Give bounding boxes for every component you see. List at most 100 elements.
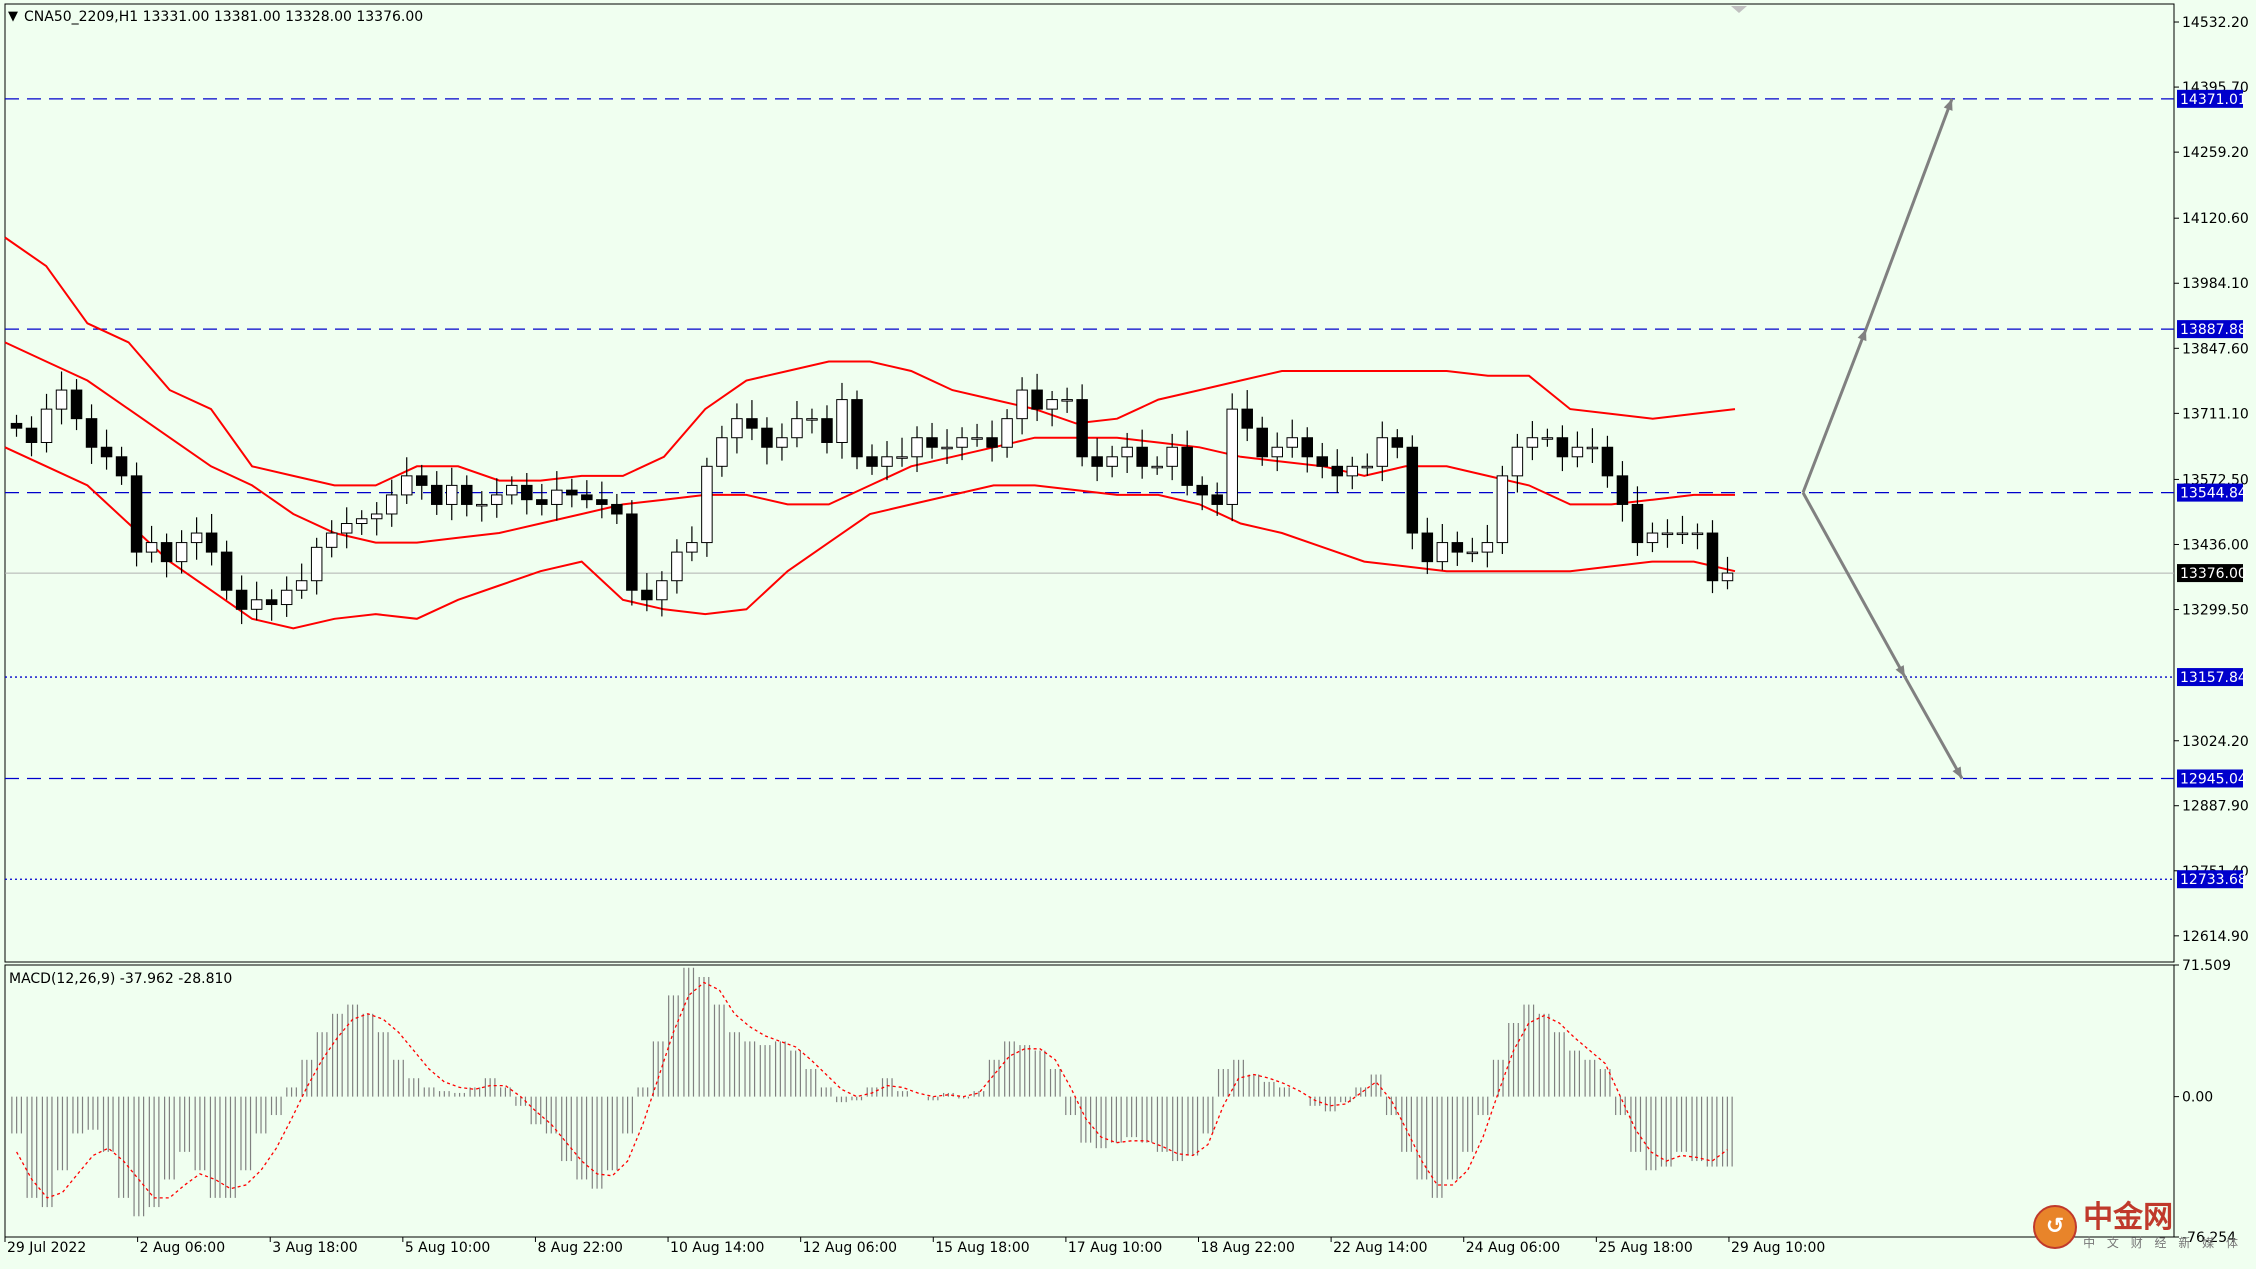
arrow-down-1 <box>1801 491 1907 678</box>
candle-body <box>1466 551 1479 555</box>
candles <box>10 371 1734 625</box>
price-tick-label: 13024.20 <box>2182 734 2249 750</box>
price-tick-label: 13847.60 <box>2182 341 2249 357</box>
time-tick-label: 2 Aug 06:00 <box>140 1240 226 1256</box>
candle-body <box>641 589 653 601</box>
candle-body <box>1526 437 1539 448</box>
candle-body <box>355 518 368 525</box>
candle-body <box>190 532 203 544</box>
candle-body <box>821 418 833 443</box>
macd-header: MACD(12,26,9) -37.962 -28.810 <box>9 971 232 987</box>
candle-body <box>130 475 143 553</box>
candle-body <box>115 456 128 477</box>
candle-body <box>866 456 878 467</box>
candle-body <box>806 418 818 421</box>
bollinger-middle <box>4 341 1735 544</box>
price-tick-label: 13984.10 <box>2182 276 2249 292</box>
price-tick-label: 14532.20 <box>2182 15 2249 31</box>
candle-body <box>235 589 248 610</box>
candle-body <box>280 589 293 606</box>
candle-body <box>1361 465 1374 469</box>
candle-body <box>566 489 578 496</box>
candle-body <box>310 546 323 582</box>
level-label-box <box>2177 483 2243 502</box>
price-tick-label: 12887.90 <box>2182 799 2249 815</box>
macd-panel[interactable] <box>4 964 2175 1238</box>
candle-body <box>1241 408 1253 429</box>
candle-body <box>521 484 533 501</box>
time-tick-label: 24 Aug 06:00 <box>1466 1240 1560 1256</box>
level-label-box <box>2177 320 2243 339</box>
candle-body <box>476 503 488 507</box>
arrow-up-2 <box>1864 98 1954 330</box>
candle-body <box>175 542 188 563</box>
candle-body <box>1151 465 1163 469</box>
macd-tick-label: -76.254 <box>2182 1230 2236 1246</box>
candle-body <box>1046 399 1058 410</box>
candle-body <box>430 484 443 505</box>
candle-body <box>1691 532 1704 536</box>
time-tick-label: 8 Aug 22:00 <box>537 1240 623 1256</box>
time-tick-label: 18 Aug 22:00 <box>1201 1240 1295 1256</box>
candle-body <box>1106 456 1118 467</box>
candle-body <box>160 542 173 563</box>
candle-body <box>701 465 713 544</box>
candle-body <box>941 446 953 450</box>
candle-body <box>1676 532 1689 536</box>
candle-body <box>1121 446 1133 458</box>
chart-dropdown-icon[interactable]: ▼ <box>8 9 18 24</box>
price-tick-label: 13299.50 <box>2182 603 2249 619</box>
candle-body <box>1616 475 1629 505</box>
candle-body <box>626 513 638 591</box>
candle-body <box>1211 494 1223 505</box>
candle-body <box>415 475 428 486</box>
level-label-box <box>2177 769 2243 788</box>
macd-axis: 71.509 0.00 -76.254 <box>2174 958 2236 1246</box>
candle-body <box>1406 446 1419 534</box>
candle-body <box>1646 532 1659 544</box>
candle-body <box>1571 446 1584 458</box>
time-tick-label: 29 Jul 2022 <box>7 1240 86 1256</box>
candle-body <box>596 499 608 505</box>
candle-body <box>896 456 908 459</box>
candle-body <box>40 408 53 443</box>
candle-body <box>956 437 968 448</box>
candle-body <box>1511 446 1524 477</box>
level-label-box <box>2177 668 2243 687</box>
candle-body <box>461 484 473 505</box>
bollinger-lower <box>4 446 1736 630</box>
candle-body <box>1586 446 1599 450</box>
candle-body <box>836 399 848 443</box>
candle-body <box>400 475 413 496</box>
candle-body <box>1436 542 1449 563</box>
candle-body <box>1421 532 1434 563</box>
price-tick-label: 14120.60 <box>2182 211 2249 227</box>
price-tick-label: 13711.10 <box>2182 406 2249 422</box>
level-label: 14371.01 <box>2180 92 2247 108</box>
candle-body <box>1346 465 1359 477</box>
candle-body <box>1706 532 1719 582</box>
candle-body <box>1451 542 1464 553</box>
candle-body <box>250 599 263 610</box>
price-tick-label: 12614.90 <box>2182 929 2249 945</box>
macd-signal-line <box>16 981 1728 1199</box>
time-tick-label: 12 Aug 06:00 <box>803 1240 897 1256</box>
candle-body <box>731 418 743 439</box>
candle-body <box>265 599 278 606</box>
candle-body <box>551 489 563 505</box>
shift-marker-icon[interactable] <box>1731 6 1747 13</box>
levels-layer <box>5 98 2174 880</box>
macd-histogram <box>11 967 1733 1217</box>
candle-body <box>1391 437 1404 448</box>
time-tick-label: 25 Aug 18:00 <box>1598 1240 1692 1256</box>
candle-body <box>746 418 758 429</box>
candle-body <box>55 389 68 410</box>
candle-body <box>926 437 938 448</box>
candle-body <box>761 427 773 448</box>
time-tick-label: 17 Aug 10:00 <box>1068 1240 1162 1256</box>
candle-body <box>1001 418 1013 448</box>
arrow-up-1 <box>1801 328 1868 494</box>
price-panel[interactable] <box>4 3 2175 963</box>
